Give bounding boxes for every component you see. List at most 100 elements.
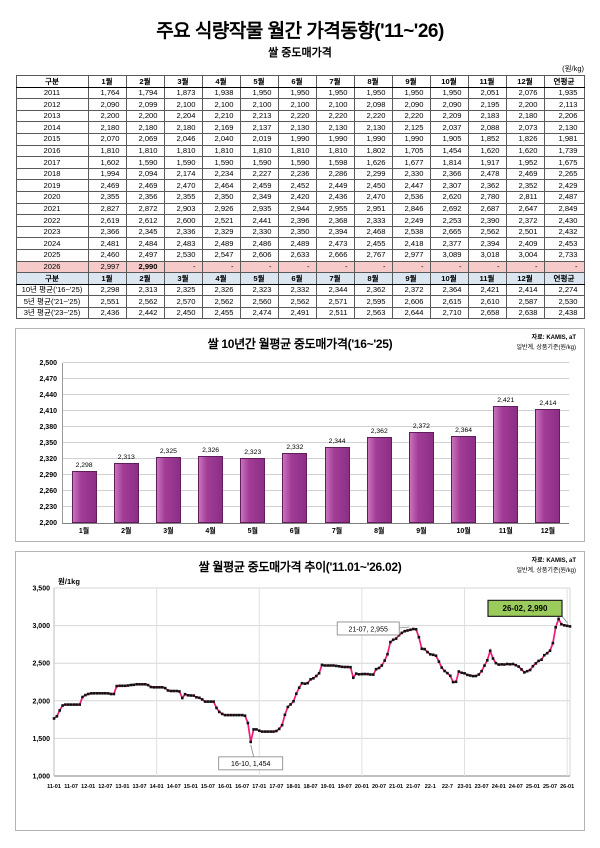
bar-11월 xyxy=(493,405,519,524)
marker xyxy=(437,660,441,664)
bar-value-label: 2,421 xyxy=(497,396,515,404)
gridline xyxy=(63,410,569,412)
gridline xyxy=(63,458,569,460)
marker xyxy=(67,703,70,707)
marker xyxy=(400,632,404,635)
table-cell: 2,441 xyxy=(239,214,279,227)
table-cell: 2012 xyxy=(15,98,89,111)
table-cell: 2,638 xyxy=(505,306,545,320)
table-cell: 2,220 xyxy=(315,109,355,123)
table-cell: 2,452 xyxy=(277,179,317,192)
average-row: 5년 평균('21~'25) 2,551 2,562 2,570 2,562 2,560 2… xyxy=(15,295,585,308)
marker xyxy=(206,700,210,704)
year-row: 2026 2,997 2,990- - - - - - - - - - - xyxy=(15,260,585,274)
marker xyxy=(403,630,406,633)
marker xyxy=(523,671,526,675)
bar-4월 xyxy=(198,456,224,524)
marker xyxy=(420,647,424,651)
table-cell: 1,950 xyxy=(239,86,279,100)
marker xyxy=(303,682,307,686)
table-cell: 2,040 xyxy=(201,132,241,146)
column-header: 3월 xyxy=(163,75,203,88)
column-header: 12월 xyxy=(505,75,545,88)
marker xyxy=(289,703,292,707)
table-cell: 2,046 xyxy=(163,132,203,146)
table-cell: 1,810 xyxy=(163,144,203,158)
marker xyxy=(181,697,184,700)
y-axis-tick-label: 2,230 xyxy=(39,504,57,512)
marker xyxy=(272,730,275,734)
table-cell: 2,951 xyxy=(353,202,393,216)
column-header: 4월 xyxy=(201,75,241,88)
table-cell: 2,362 xyxy=(467,179,507,192)
table-cell: 2,538 xyxy=(391,225,431,239)
table-cell: 2,562 xyxy=(277,295,317,308)
gridline xyxy=(63,378,569,380)
marker xyxy=(357,673,361,677)
table-cell: 1,810 xyxy=(201,144,241,158)
table-cell: 2,469 xyxy=(87,179,127,192)
marker xyxy=(277,728,281,731)
marker xyxy=(295,692,298,696)
table-cell: 2,396 xyxy=(277,214,317,227)
table-cell: 2,455 xyxy=(201,306,241,320)
marker xyxy=(449,674,452,678)
table-cell: 2,323 xyxy=(239,283,279,297)
table-cell: 2,366 xyxy=(87,225,127,239)
table-cell: 1,938 xyxy=(201,86,241,100)
marker xyxy=(275,730,278,733)
table-cell: 2,459 xyxy=(239,179,279,192)
table-cell: - xyxy=(277,260,317,274)
x-axis-tick-label: 19-01 xyxy=(321,784,335,790)
x-axis-tick-label: 11-07 xyxy=(64,784,78,790)
table-cell: - xyxy=(315,260,355,274)
x-axis-tick-label: 13-07 xyxy=(132,784,146,790)
x-axis-tick-label: 4월 xyxy=(205,528,216,536)
table-cell: 1,952 xyxy=(505,156,545,169)
marker xyxy=(389,641,392,644)
table-cell: 2,094 xyxy=(125,167,165,181)
marker xyxy=(545,652,549,655)
table-cell: 1,873 xyxy=(163,86,203,100)
table-cell: 2,600 xyxy=(163,214,203,227)
marker xyxy=(315,675,318,678)
table-cell: 2,469 xyxy=(505,167,545,181)
table-cell: 1,917 xyxy=(467,156,507,169)
table-cell: 2,935 xyxy=(239,202,279,216)
y-axis-tick-label: 2,410 xyxy=(39,408,57,416)
marker xyxy=(332,664,335,668)
x-axis-tick-label: 20-01 xyxy=(355,784,369,790)
marker xyxy=(129,684,133,687)
gridline xyxy=(63,362,569,364)
y-axis-tick-label: 2,260 xyxy=(39,488,57,496)
column-header: 구분 xyxy=(15,75,89,88)
marker xyxy=(266,730,270,734)
y-axis-tick-label: 1,500 xyxy=(32,736,50,743)
table-cell: 2,180 xyxy=(505,109,545,123)
marker xyxy=(81,696,84,699)
table-cell: 2,429 xyxy=(543,179,585,192)
bar-chart-section: 쌀 10년간 월평균 중도매가격('16~'25) 자료: KAMIS, aT … xyxy=(15,328,585,543)
marker xyxy=(115,685,118,688)
bar-value-label: 2,362 xyxy=(370,428,388,436)
marker xyxy=(565,624,569,628)
marker xyxy=(109,693,113,696)
marker xyxy=(494,662,498,665)
table-cell: 3,004 xyxy=(505,248,545,262)
table-cell: 2,606 xyxy=(239,248,279,262)
marker xyxy=(95,692,99,696)
y-axis-tick-label: 2,000 xyxy=(32,699,50,706)
table-cell: 2017 xyxy=(15,156,89,169)
table-cell: - xyxy=(543,260,585,274)
table-cell: 1,794 xyxy=(125,86,165,100)
table-cell: 2011 xyxy=(15,86,89,100)
table-header-row: 구분 1월 2월 3월 4월 5월 6월 7월 8월 9월 10월 11월 12월 연평균 xyxy=(15,75,585,88)
marker xyxy=(440,666,443,670)
table-cell: 2,100 xyxy=(163,98,203,111)
marker xyxy=(172,690,175,693)
marker xyxy=(195,696,198,700)
marker xyxy=(75,703,79,707)
marker xyxy=(560,623,563,626)
table-cell: 2,570 xyxy=(163,295,203,308)
table-cell: 2,610 xyxy=(467,295,507,308)
